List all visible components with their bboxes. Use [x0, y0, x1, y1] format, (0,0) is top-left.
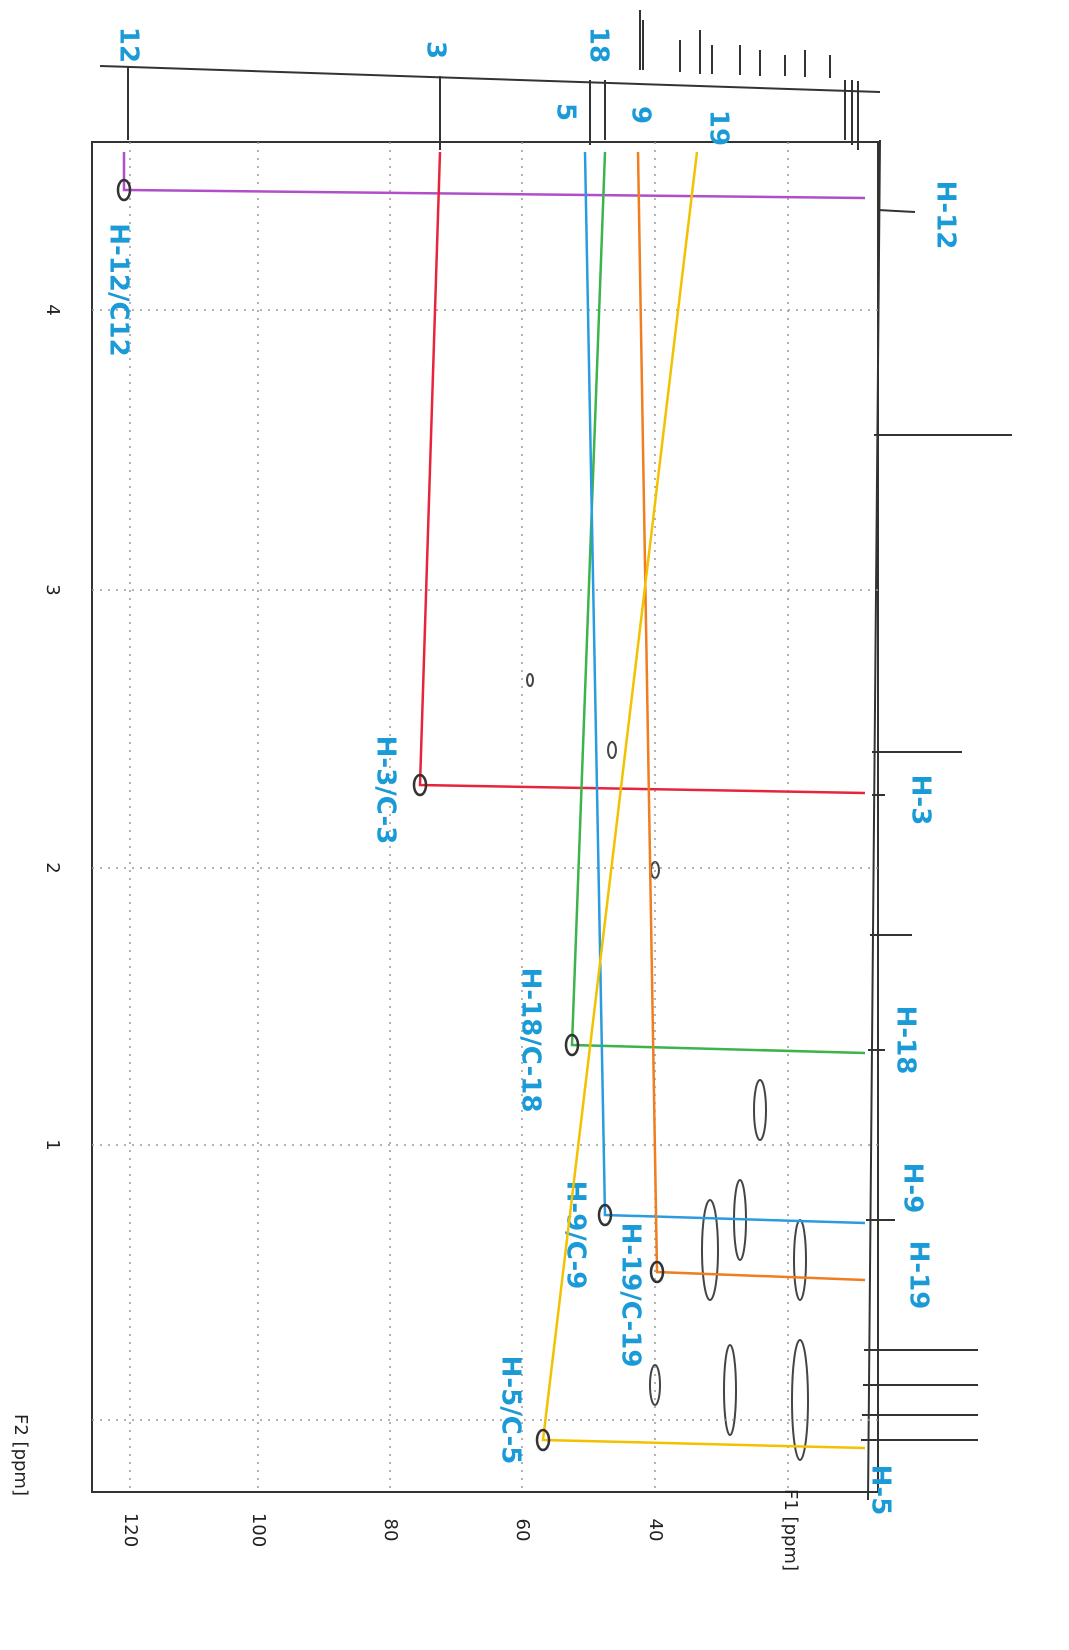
cross-peak [564, 1033, 580, 1057]
f1-tick-label: 40 [645, 1519, 666, 1542]
proton-baseline [867, 139, 881, 1501]
f2-tick-label: 2 [42, 862, 63, 873]
contour [526, 673, 534, 687]
contour [607, 741, 617, 759]
f1-tick-label: 100 [248, 1513, 269, 1547]
contour [791, 1339, 809, 1461]
proton-label: H-9 [898, 1163, 928, 1214]
contour [753, 1079, 767, 1141]
carbon-peaks [127, 10, 859, 150]
cross-peak [116, 178, 132, 202]
proton-label: H-18 [891, 1006, 921, 1075]
correlation-line [418, 151, 866, 795]
carbon-label: 9 [626, 106, 656, 124]
cross-peak [649, 1260, 665, 1284]
correlation-label: H-5/C-5 [496, 1356, 526, 1465]
f2-title: F2 [ppm] [10, 1414, 31, 1496]
f2-tick-label: 4 [42, 304, 63, 315]
carbon-baseline [99, 65, 881, 93]
contour [793, 1219, 807, 1301]
contour [723, 1344, 737, 1436]
correlation-label: H-3/C-3 [371, 736, 401, 845]
correlation-label: H-12/C12 [104, 223, 134, 357]
proton-label: H-5 [866, 1465, 896, 1516]
f1-title: F1 [ppm] [780, 1489, 801, 1571]
proton-label: H-3 [906, 775, 936, 826]
f1-tick-label: 120 [120, 1513, 141, 1547]
correlation-line [636, 151, 866, 1282]
carbon-label: 12 [114, 27, 144, 63]
cross-peak [535, 1428, 551, 1452]
correlation-line [583, 151, 866, 1225]
proton-peaks [861, 209, 1012, 1441]
carbon-label: 5 [551, 103, 581, 121]
correlation-line [541, 151, 866, 1450]
correlation-line [122, 152, 866, 200]
correlation-line [570, 151, 866, 1055]
contour [701, 1199, 719, 1301]
plot-frame [91, 141, 879, 1493]
f1-tick-label: 60 [512, 1519, 533, 1542]
f1-tick-label: 80 [380, 1519, 401, 1542]
f2-tick-label: 3 [42, 584, 63, 595]
contour [649, 1364, 661, 1406]
carbon-label: 3 [421, 41, 451, 59]
f2-tick-label: 1 [42, 1139, 63, 1150]
carbon-label: 19 [704, 110, 734, 146]
correlation-label: H-9/C-9 [561, 1181, 591, 1290]
cross-peak [412, 773, 428, 797]
proton-label: H-19 [904, 1241, 934, 1310]
correlation-label: H-19/C-19 [616, 1223, 646, 1368]
carbon-label: 18 [584, 27, 614, 63]
proton-label: H-12 [931, 181, 961, 250]
correlation-label: H-18/C-18 [516, 968, 546, 1113]
cross-peak [597, 1203, 613, 1227]
